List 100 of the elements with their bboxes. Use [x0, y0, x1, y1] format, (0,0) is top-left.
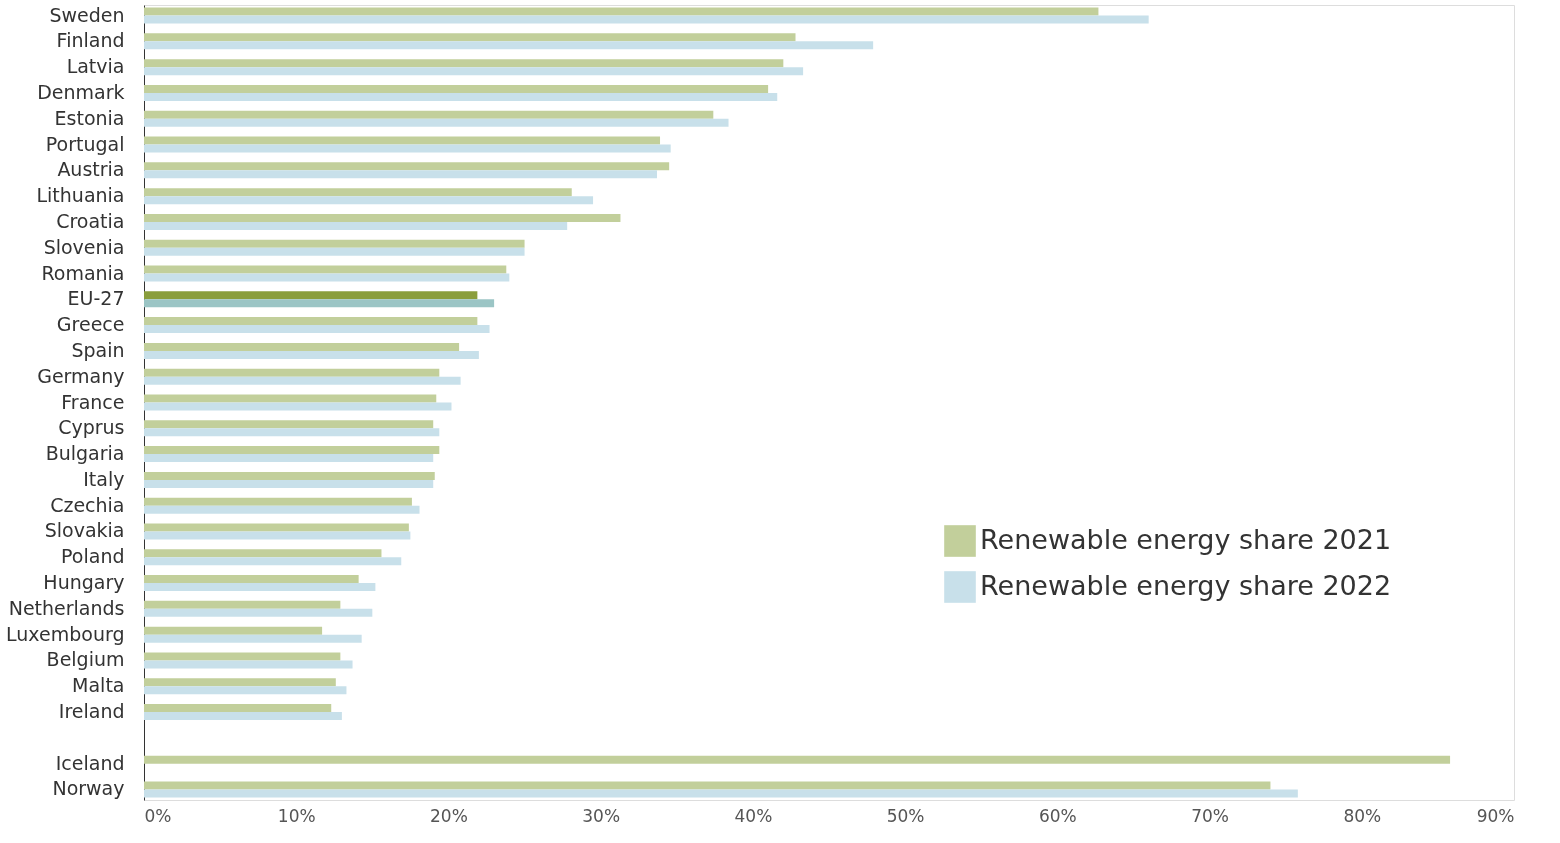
- y-tick-label: Ireland: [58, 700, 125, 723]
- y-tick-label: Luxembourg: [6, 622, 125, 645]
- bar: [144, 247, 525, 256]
- bar: [144, 118, 729, 127]
- bar: [144, 394, 437, 403]
- bar: [144, 781, 1271, 790]
- bar: [144, 325, 490, 334]
- bar: [144, 84, 769, 93]
- bar: [144, 162, 670, 171]
- x-tick-label: 80%: [1343, 805, 1382, 826]
- bar: [144, 557, 402, 566]
- bar: [144, 170, 657, 179]
- x-tick-label: 10%: [277, 805, 316, 826]
- x-tick-label: 50%: [886, 805, 925, 826]
- bar: [144, 549, 382, 558]
- y-tick-label: Finland: [56, 29, 125, 52]
- bar: [144, 368, 440, 377]
- y-tick-label: Bulgaria: [45, 442, 125, 465]
- y-tick-label: France: [61, 390, 125, 413]
- bar: [144, 789, 1298, 798]
- y-tick-label: Latvia: [66, 55, 125, 78]
- bar: [144, 376, 461, 385]
- x-tick-label: 0%: [144, 805, 172, 826]
- bar: [144, 583, 376, 592]
- bar: [144, 144, 671, 153]
- bar: [144, 213, 621, 222]
- bar: [144, 531, 411, 540]
- y-tick-label: Denmark: [37, 80, 125, 103]
- bar: [144, 479, 434, 488]
- y-tick-label: Lithuania: [36, 184, 125, 207]
- bar: [144, 317, 478, 326]
- bar: [144, 626, 323, 635]
- x-tick-label: 90%: [1476, 805, 1515, 826]
- bar: [144, 454, 434, 463]
- x-tick-label: 70%: [1191, 805, 1229, 826]
- y-tick-label: Italy: [83, 467, 125, 490]
- bar: [144, 273, 510, 282]
- bar: [144, 608, 373, 617]
- x-tick-label: 40%: [734, 805, 773, 826]
- y-tick-label: Hungary: [43, 571, 125, 594]
- y-tick-label: Greece: [56, 313, 125, 336]
- y-tick-label: Malta: [72, 674, 125, 697]
- x-tick-label: 30%: [582, 805, 621, 826]
- bar: [144, 110, 714, 119]
- y-tick-label: Croatia: [56, 209, 125, 232]
- y-tick-label: Germany: [37, 364, 125, 387]
- y-tick-label: Sweden: [49, 3, 125, 26]
- y-tick-label: Portugal: [45, 132, 125, 155]
- bar: [144, 33, 796, 42]
- bar: [144, 600, 341, 609]
- bar: [144, 265, 507, 274]
- bar: [144, 712, 342, 721]
- bar: [144, 420, 434, 429]
- y-tick-label: EU-27: [67, 287, 125, 310]
- bar: [144, 523, 409, 532]
- bar: [144, 136, 661, 145]
- y-tick-label: Austria: [57, 158, 125, 181]
- bar: [144, 678, 336, 687]
- bar: [144, 239, 525, 248]
- y-tick-label: Netherlands: [8, 596, 125, 619]
- y-tick-label: Norway: [52, 777, 125, 800]
- x-tick-label: 20%: [430, 805, 468, 826]
- bar: [144, 471, 435, 480]
- bar: [144, 299, 495, 308]
- bar: [144, 446, 440, 455]
- legend-label: Renewable energy share 2021: [980, 524, 1392, 555]
- legend-label: Renewable energy share 2022: [980, 570, 1392, 601]
- y-tick-label: Slovenia: [43, 235, 125, 258]
- bar: [144, 67, 804, 76]
- bar: [144, 221, 568, 230]
- bar: [144, 428, 440, 437]
- bar: [144, 505, 420, 514]
- x-tick-label: 60%: [1038, 805, 1077, 826]
- y-tick-label: Poland: [61, 545, 125, 568]
- y-tick-label: Belgium: [46, 648, 125, 671]
- bar: [144, 575, 359, 584]
- bar: [144, 188, 572, 197]
- bar: [144, 291, 478, 300]
- y-tick-label: Slovakia: [44, 519, 125, 542]
- bar: [144, 15, 1149, 24]
- bar: [144, 342, 460, 351]
- bar: [144, 634, 362, 643]
- bar: [144, 497, 412, 506]
- bar: [144, 704, 332, 713]
- bar: [144, 196, 594, 205]
- bar: [144, 59, 784, 68]
- bar: [144, 7, 1099, 16]
- y-tick-label: Cyprus: [58, 416, 125, 439]
- bar: [144, 755, 1451, 764]
- bar: [144, 41, 874, 50]
- bar: [144, 686, 347, 695]
- y-tick-label: Romania: [41, 261, 125, 284]
- bar: [144, 652, 341, 661]
- bar: [144, 350, 479, 359]
- bar: [144, 92, 778, 101]
- y-tick-label: Czechia: [50, 493, 125, 516]
- y-tick-label: Spain: [71, 338, 125, 361]
- y-tick-label: Iceland: [55, 751, 125, 774]
- y-tick-label: Estonia: [54, 106, 125, 129]
- bar: [144, 660, 353, 669]
